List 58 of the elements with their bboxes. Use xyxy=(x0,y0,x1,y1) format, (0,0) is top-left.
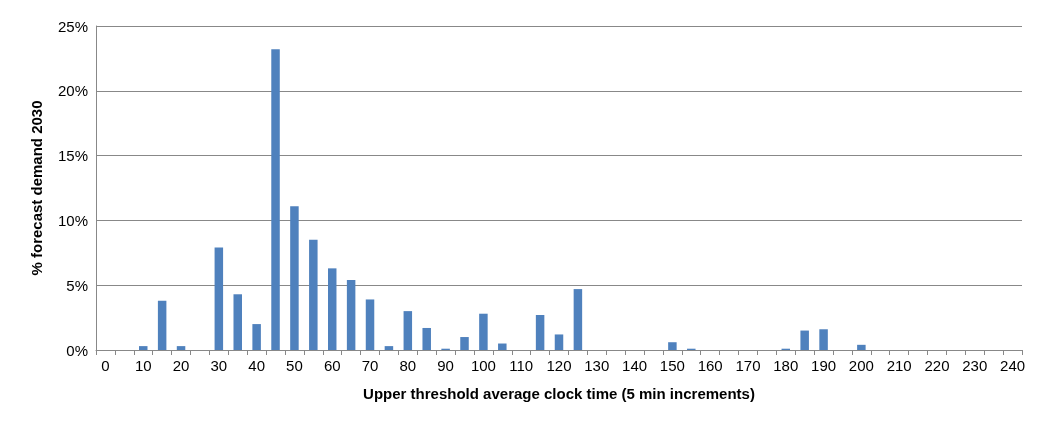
x-tick-label: 90 xyxy=(437,357,454,374)
bar xyxy=(384,346,394,350)
x-tick-label: 20 xyxy=(172,357,190,374)
x-tick-label: 30 xyxy=(210,357,228,374)
y-tick-label: 20% xyxy=(57,82,88,100)
x-tick-label: 230 xyxy=(962,357,988,374)
x-tick-label: 150 xyxy=(659,357,685,374)
x-tick-label: 180 xyxy=(773,357,799,374)
x-tick-label: 100 xyxy=(470,357,496,374)
x-axis-title: Upper threshold average clock time (5 min increments) xyxy=(363,385,755,402)
x-tick-label: 60 xyxy=(323,357,341,374)
x-tick-label: 120 xyxy=(546,357,572,374)
bar xyxy=(233,294,242,350)
bar xyxy=(290,206,299,350)
x-tick-label: 190 xyxy=(811,357,837,374)
bar xyxy=(214,247,224,350)
bar xyxy=(573,289,583,350)
y-tick-label: 15% xyxy=(57,147,88,165)
y-tick-label: 5% xyxy=(66,276,88,294)
bar xyxy=(535,315,545,350)
y-tick-label: 10% xyxy=(57,211,88,229)
bar xyxy=(422,327,431,350)
y-tick-label: 25% xyxy=(57,17,88,35)
bar xyxy=(479,313,488,350)
x-tick-label: 140 xyxy=(622,357,648,374)
x-tick-label: 10 xyxy=(134,357,152,374)
bar xyxy=(403,311,413,350)
bar xyxy=(309,239,318,350)
bar xyxy=(365,299,375,350)
bar xyxy=(460,337,469,350)
bar xyxy=(346,280,356,350)
x-tick-label: 80 xyxy=(399,357,417,374)
bar xyxy=(157,300,167,350)
y-tick-label: 0% xyxy=(66,341,88,359)
x-tick-label: 70 xyxy=(361,357,379,374)
x-tick-label: 170 xyxy=(735,357,761,374)
x-tick-label: 130 xyxy=(584,357,610,374)
x-tick-label: 110 xyxy=(509,357,534,374)
bar xyxy=(554,334,564,350)
x-tick-label: 40 xyxy=(248,357,265,374)
x-tick-label: 220 xyxy=(924,357,950,374)
x-tick-label: 0 xyxy=(101,357,110,374)
bar xyxy=(668,342,677,350)
bar xyxy=(327,268,337,350)
bar xyxy=(252,324,261,350)
y-axis-title: % forecast demand 2030 xyxy=(28,100,45,276)
x-tick-label: 240 xyxy=(1000,357,1026,374)
bar xyxy=(857,344,866,350)
x-tick-label: 210 xyxy=(886,357,912,374)
bar xyxy=(176,346,186,350)
bar xyxy=(271,49,280,350)
x-tick-label: 50 xyxy=(286,357,303,374)
x-tick-label: 200 xyxy=(848,357,874,374)
bar xyxy=(819,329,828,350)
bar xyxy=(138,346,148,350)
bar xyxy=(498,343,507,350)
x-tick-label: 160 xyxy=(697,357,723,374)
bar xyxy=(800,330,809,350)
